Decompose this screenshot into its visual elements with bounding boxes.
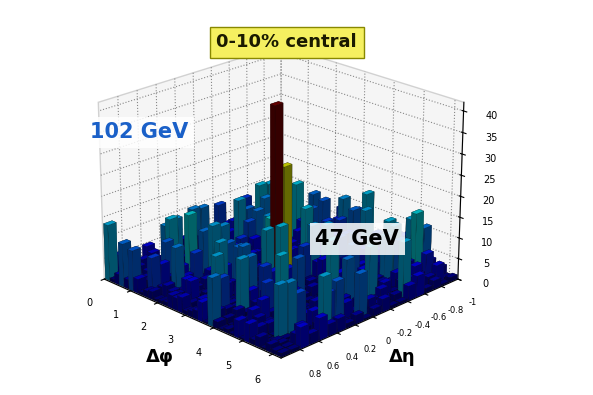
Y-axis label: Δη: Δη	[389, 348, 416, 366]
X-axis label: Δφ: Δφ	[146, 348, 174, 366]
Text: 102 GeV: 102 GeV	[90, 122, 189, 142]
Text: 0-10% central: 0-10% central	[216, 34, 357, 51]
Text: 47 GeV: 47 GeV	[315, 229, 399, 249]
